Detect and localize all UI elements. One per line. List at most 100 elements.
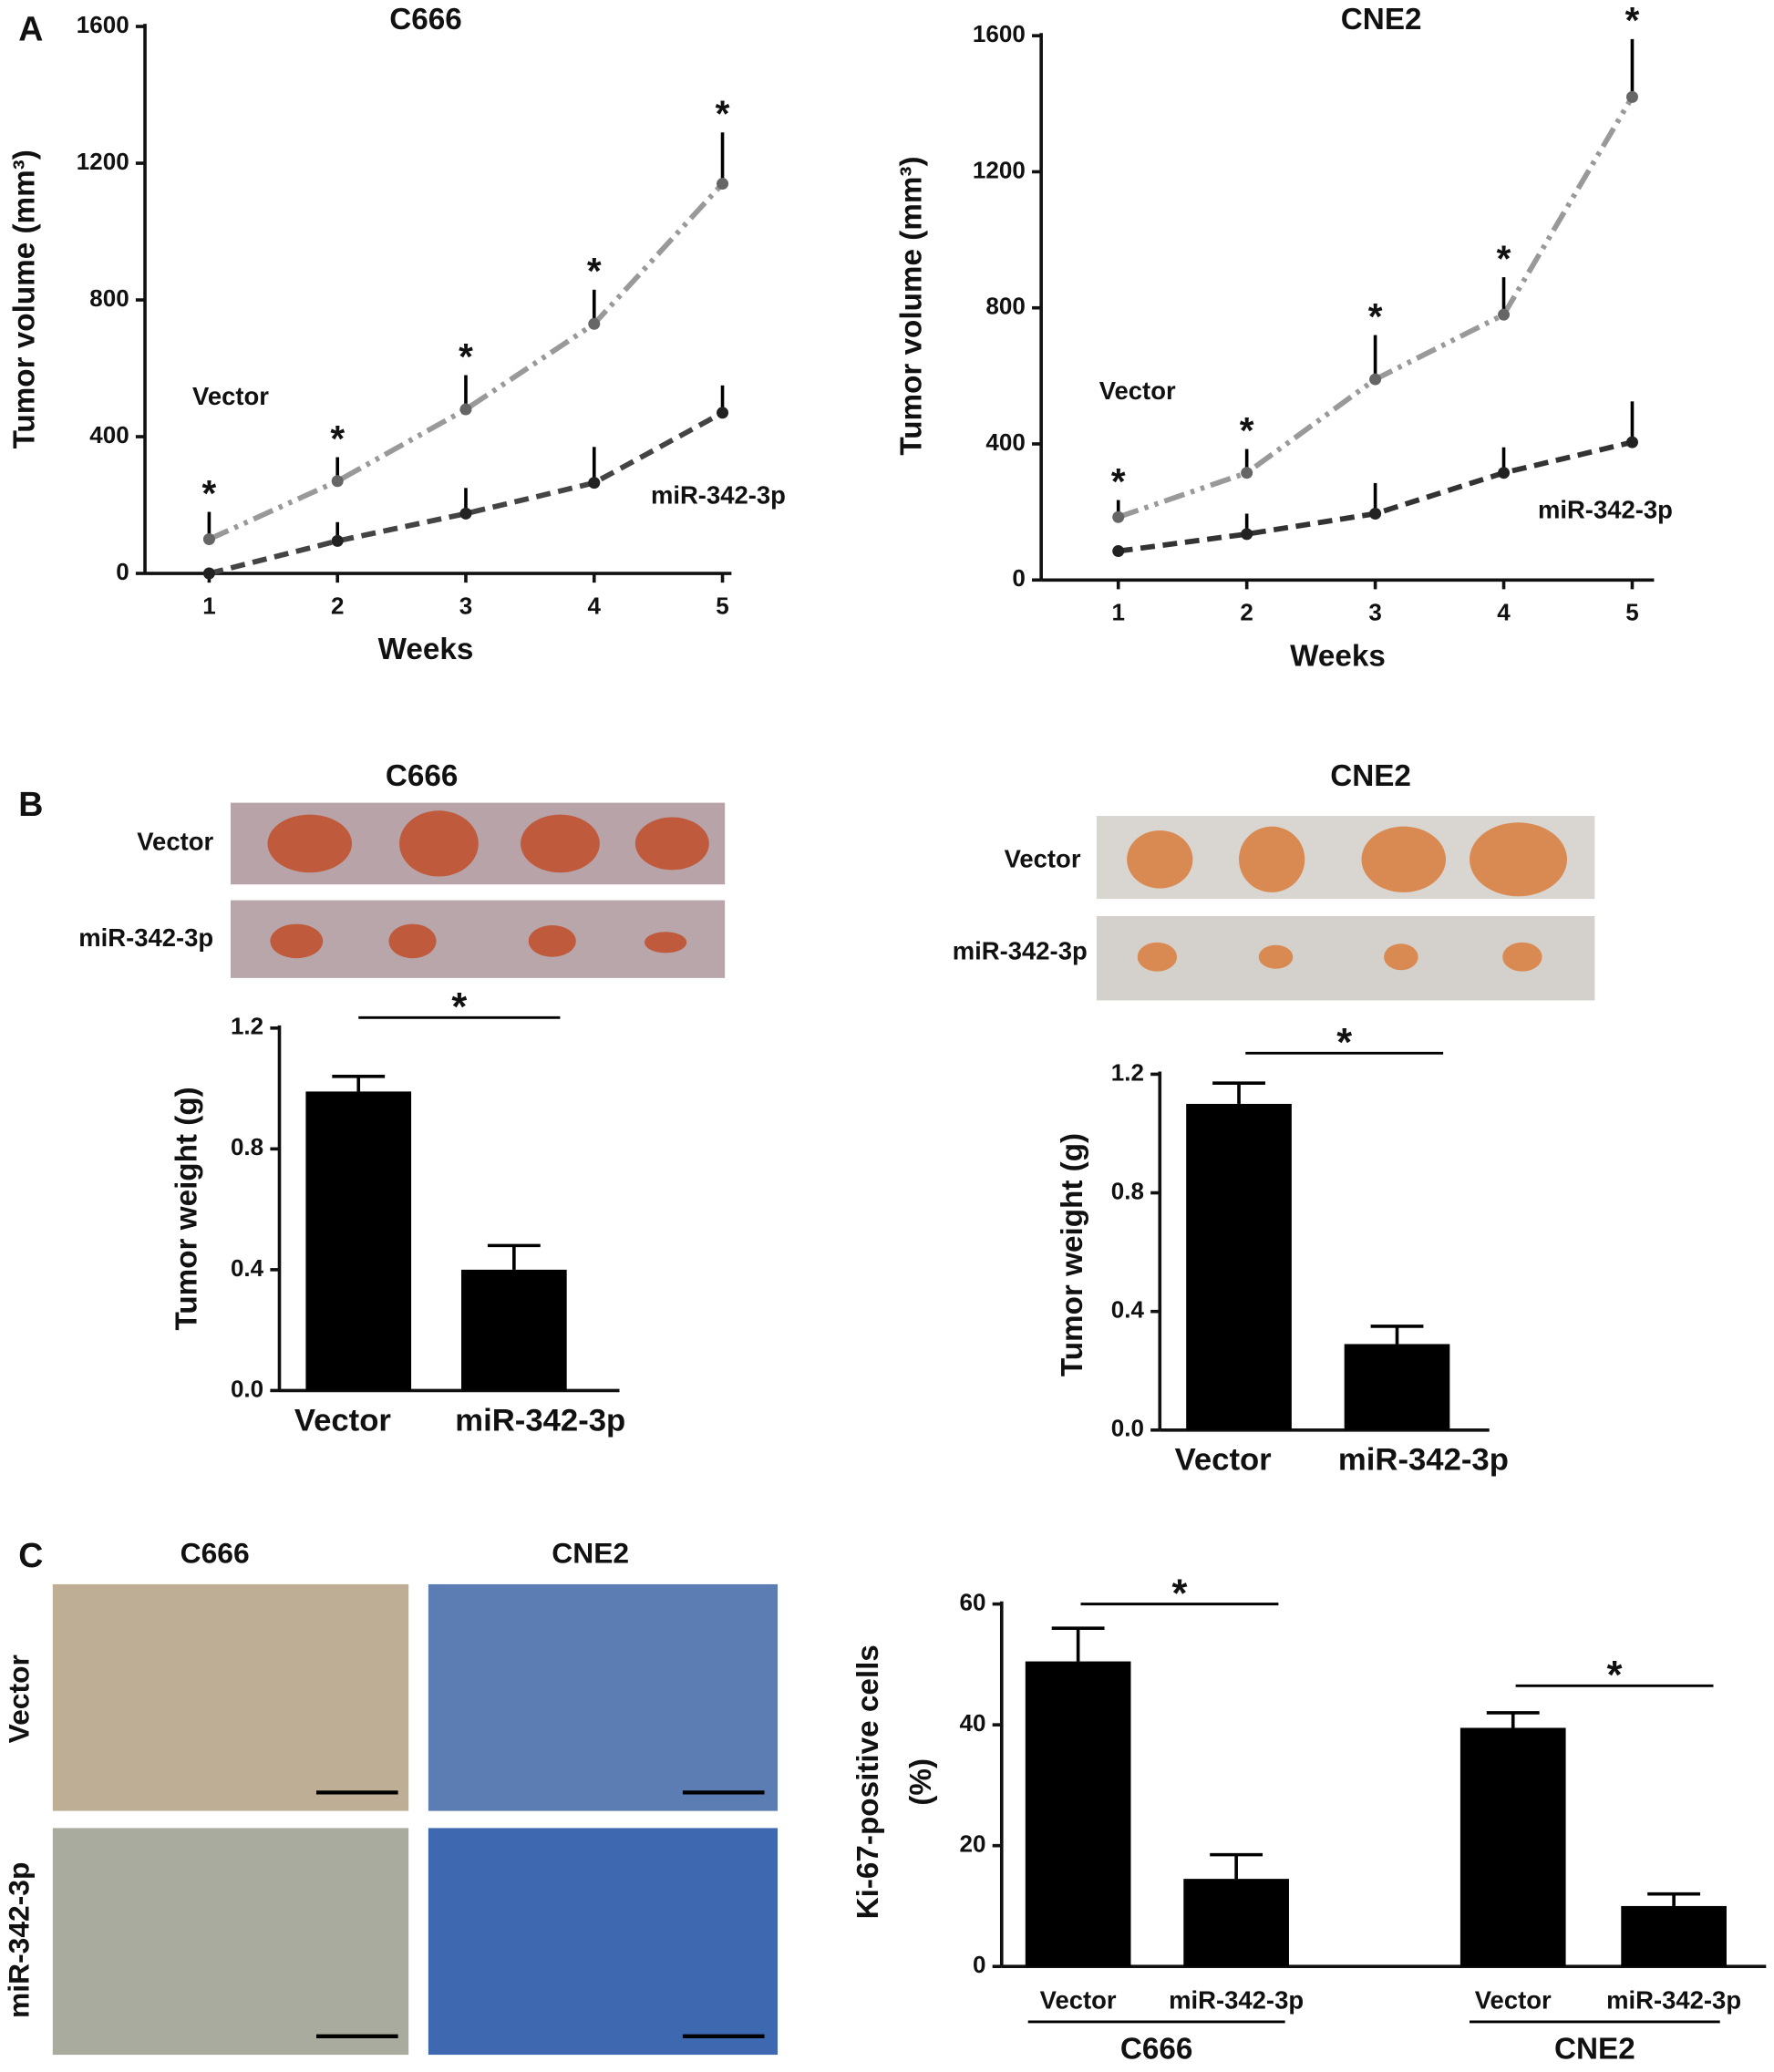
bar [1459,1727,1566,1967]
panel-label: A [18,10,43,48]
error-bar [1647,1892,1701,1906]
bar [1621,1905,1727,1967]
ihc-row-label: Vector [3,1655,36,1743]
y-tick-label: 1.2 [231,1013,263,1040]
y-axis-label: Tumor volume (mm³) [895,156,929,455]
data-point [202,533,215,546]
y-tick-label: 20 [959,1830,985,1858]
y-tick-label: 40 [959,1709,985,1737]
y-axis-label: (%) [904,1758,938,1806]
x-tick-label: 3 [459,593,472,620]
group-label: C666 [1120,2033,1193,2067]
y-tick-label: 0.4 [1111,1296,1145,1324]
x-tick-label: Vector [1175,1443,1272,1478]
y-tick-label: 1.2 [1111,1058,1144,1086]
significance-label: * [587,250,602,292]
significance-label: * [1172,1572,1188,1615]
photo-row-label: Vector [137,828,213,856]
x-tick-label: miR-342-3p [1338,1443,1509,1478]
scale-bar [315,1790,765,2039]
ihc-column-label: CNE2 [552,1537,629,1570]
error-bar [1210,1852,1263,1880]
error-bar [332,1075,386,1092]
y-axis-label: Ki-67-positive cells [851,1644,885,1919]
x-tick-label: 3 [1368,599,1381,626]
error-bar [1051,1626,1105,1662]
y-tick-label: 1200 [973,156,1026,183]
tumor-shapes [267,810,709,959]
y-axis-label: Tumor weight (g) [1056,1133,1089,1376]
chart-title: CNE2 [1330,759,1411,793]
y-tick-label: 0.0 [231,1375,263,1402]
ihc-image [428,1583,779,1811]
significance-label: * [459,335,473,377]
y-tick-label: 0 [1012,564,1025,592]
significance-label: * [451,985,467,1029]
data-point [331,475,344,488]
y-tick-label: 0 [973,1951,985,1978]
x-tick-label: miR-342-3p [455,1403,625,1438]
significance-label: * [1497,237,1511,279]
x-tick-label: 1 [1111,599,1124,626]
x-tick-label: 5 [716,593,728,620]
significance-label: * [1336,1021,1352,1065]
photo-row-label: miR-342-3p [953,937,1088,965]
significance-label: * [1607,1654,1623,1697]
x-tick-label: 5 [1625,599,1638,626]
ihc-image [52,1828,409,2056]
panel-label: B [18,785,43,823]
error-bar [1212,1081,1265,1104]
y-tick-label: 60 [959,1588,985,1615]
bar [1025,1661,1131,1967]
data-point [1369,373,1382,386]
photo-row-label: Vector [1005,844,1081,872]
data-point [1241,467,1253,479]
y-tick-label: 800 [985,293,1025,320]
y-tick-label: 1600 [973,20,1026,47]
y-tick-label: 0.8 [1111,1177,1144,1204]
data-point [717,178,729,191]
significance-label: * [330,417,345,459]
series-label: miR-342-3p [1538,495,1673,523]
series-line [208,181,725,542]
group-label: CNE2 [1554,2033,1635,2067]
data-point [459,403,472,416]
x-tick-label: Vector [1475,1985,1552,2014]
y-tick-label: 1200 [77,148,129,175]
x-tick-label: miR-342-3p [1606,1985,1741,2014]
bar [1186,1103,1292,1430]
ihc-row-label: miR-342-3p [3,1862,36,2018]
y-tick-label: 0 [116,558,129,585]
y-tick-label: 400 [985,428,1025,456]
x-tick-label: 4 [1497,599,1511,626]
x-tick-label: Vector [294,1403,391,1438]
x-tick-label: Vector [1040,1985,1117,2014]
significance-label: * [1111,460,1126,502]
y-tick-label: 0.4 [231,1254,264,1282]
chart-title: CNE2 [1341,3,1422,36]
series-label: Vector [192,382,269,410]
data-point [1625,436,1638,448]
series-label: Vector [1099,376,1176,405]
x-axis-label: Weeks [1290,639,1386,673]
series-label: miR-342-3p [651,480,786,509]
y-tick-label: 800 [89,284,129,312]
bar [461,1269,567,1391]
data-point [459,507,472,520]
x-axis-label: Weeks [378,633,474,666]
error-bar [487,1243,541,1270]
photo-row-label: miR-342-3p [78,923,213,952]
significance-label: * [1625,0,1640,41]
data-point [1369,507,1382,520]
y-tick-label: 0.0 [1111,1415,1144,1442]
data-point [1625,90,1638,103]
error-bar [1486,1711,1540,1728]
bar [1183,1879,1289,1967]
data-point [331,534,344,547]
y-tick-label: 400 [89,421,129,448]
x-tick-label: 2 [1240,599,1253,626]
chart-title: C666 [389,3,462,36]
error-bar [1370,1325,1424,1345]
